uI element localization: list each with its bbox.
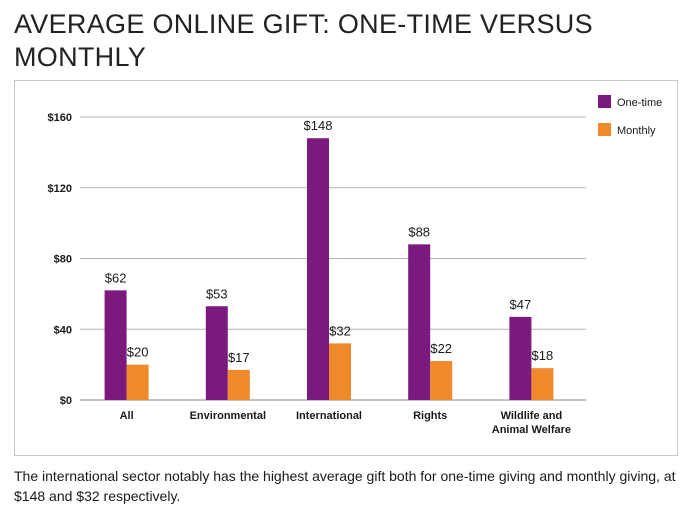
bar-monthly-0	[126, 364, 149, 400]
y-tick-label: $40	[54, 324, 72, 336]
x-tick-label: Wildlife and	[501, 410, 563, 422]
chart-frame	[14, 80, 678, 456]
y-tick-label: $80	[54, 254, 72, 266]
bar-one-time-3	[408, 244, 431, 400]
x-tick-label: Environmental	[190, 410, 266, 422]
bar-one-time-0	[104, 290, 127, 400]
x-tick-label: All	[120, 410, 134, 422]
data-label: $32	[329, 323, 351, 338]
x-tick-label: Rights	[413, 410, 447, 422]
bar-one-time-1	[205, 306, 228, 400]
y-tick-label: $0	[60, 395, 72, 407]
data-label: $62	[105, 270, 127, 285]
data-label: $53	[206, 286, 228, 301]
bar-one-time-2	[307, 138, 329, 400]
data-label: $88	[408, 224, 430, 239]
data-label: $17	[228, 350, 250, 365]
data-label: $22	[430, 341, 452, 356]
bar-monthly-1	[227, 369, 250, 400]
chart-title: AVERAGE ONLINE GIFT: ONE-TIME VERSUS MON…	[14, 9, 593, 72]
legend-swatch	[598, 95, 611, 108]
data-label: $18	[532, 348, 554, 363]
x-tick-label: Animal Welfare	[492, 424, 571, 436]
bar-monthly-4	[531, 368, 554, 400]
bar-monthly-2	[329, 343, 351, 400]
data-label: $20	[127, 345, 149, 360]
y-tick-label: $160	[48, 112, 72, 124]
legend-label: One-time	[617, 97, 662, 109]
bar-chart: $0 $40 $80 $120 $160 $62 $20 All $53 $17 Environme…	[48, 95, 662, 436]
data-label: $47	[510, 297, 532, 312]
legend-swatch	[598, 123, 611, 136]
data-label: $148	[304, 118, 333, 133]
x-tick-label: International	[296, 410, 362, 422]
bar-one-time-4	[509, 316, 532, 400]
y-tick-label: $120	[48, 183, 72, 195]
chart-caption: The international sector notably has the…	[14, 468, 676, 504]
legend-label: Monthly	[617, 125, 656, 137]
bar-monthly-3	[430, 361, 453, 400]
